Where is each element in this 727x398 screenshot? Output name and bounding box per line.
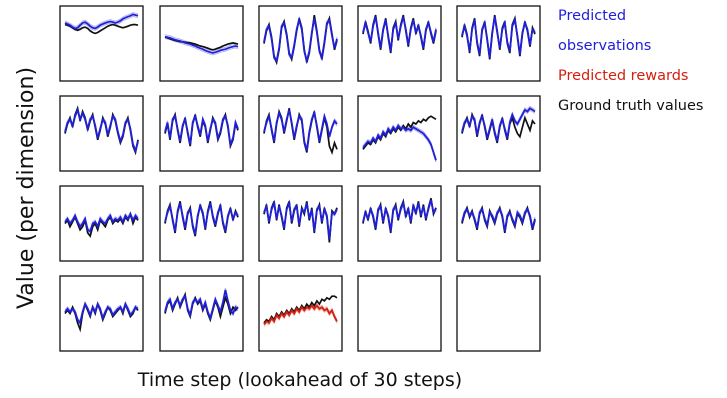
- prediction-band-line: [164, 38, 239, 56]
- panel-frame: [159, 275, 244, 352]
- legend: Predicted observations Predicted rewards Gr…: [558, 8, 703, 114]
- predicted-observation-line: [164, 289, 239, 322]
- predicted-observation-line: [362, 199, 437, 232]
- legend-entry: Ground truth values: [558, 98, 703, 114]
- panel-frame: [59, 185, 144, 262]
- panel: [456, 275, 541, 352]
- panel: [159, 185, 244, 262]
- legend-entry: observations: [558, 38, 651, 54]
- panel: [258, 95, 343, 172]
- panel-frame: [357, 5, 442, 82]
- panel-frame: [357, 95, 442, 172]
- panel: [59, 95, 144, 172]
- panel: [456, 95, 541, 172]
- predicted-observation-line: [164, 202, 239, 235]
- predicted-observation-line: [64, 301, 139, 325]
- predicted-observation-line: [164, 35, 239, 54]
- panel-frame: [59, 5, 144, 82]
- panel: [258, 5, 343, 82]
- predicted-observation-line: [64, 212, 139, 233]
- panel: [357, 5, 442, 82]
- panel-frame: [357, 185, 442, 262]
- panel: [357, 95, 442, 172]
- legend-entry: Predicted rewards: [558, 68, 688, 84]
- y-axis-label: Value (per dimension): [14, 67, 39, 309]
- panel: [456, 185, 541, 262]
- ground-truth-line: [362, 115, 437, 150]
- panel-grid: [59, 5, 541, 352]
- panel: [258, 185, 343, 262]
- predicted-observation-line: [362, 16, 437, 52]
- panel-frame: [258, 275, 343, 352]
- predicted-observation-line: [263, 109, 338, 152]
- legend-entry: Predicted: [558, 8, 626, 24]
- x-axis-label: Time step (lookahead of 30 steps): [137, 369, 462, 391]
- panel-frame: [456, 185, 541, 262]
- panel-frame: [258, 185, 343, 262]
- predicted-observation-line: [461, 107, 536, 142]
- panel-frame: [456, 275, 541, 352]
- panel: [456, 5, 541, 82]
- panel: [357, 185, 442, 262]
- predicted-observation-line: [64, 13, 139, 30]
- panel: [258, 275, 343, 352]
- panel-frame: [59, 95, 144, 172]
- panel: [159, 275, 244, 352]
- predicted-observation-line: [461, 16, 536, 58]
- panel: [59, 185, 144, 262]
- panel: [59, 275, 144, 352]
- prediction-band-line: [362, 122, 437, 159]
- predicted-observation-line: [263, 16, 338, 65]
- ground-truth-line: [64, 23, 139, 35]
- panel: [159, 95, 244, 172]
- predicted-observation-line: [164, 113, 239, 148]
- panel-frame: [357, 275, 442, 352]
- panel-frame: [258, 5, 343, 82]
- panel: [357, 275, 442, 352]
- prediction-band-line: [64, 12, 139, 28]
- predicted-observation-line: [263, 199, 338, 240]
- panel: [59, 5, 144, 82]
- predicted-reward-line: [263, 304, 338, 326]
- predicted-observation-line: [461, 207, 536, 232]
- predicted-observation-line: [362, 123, 437, 161]
- predicted-observation-line: [64, 107, 139, 154]
- panel: [159, 5, 244, 82]
